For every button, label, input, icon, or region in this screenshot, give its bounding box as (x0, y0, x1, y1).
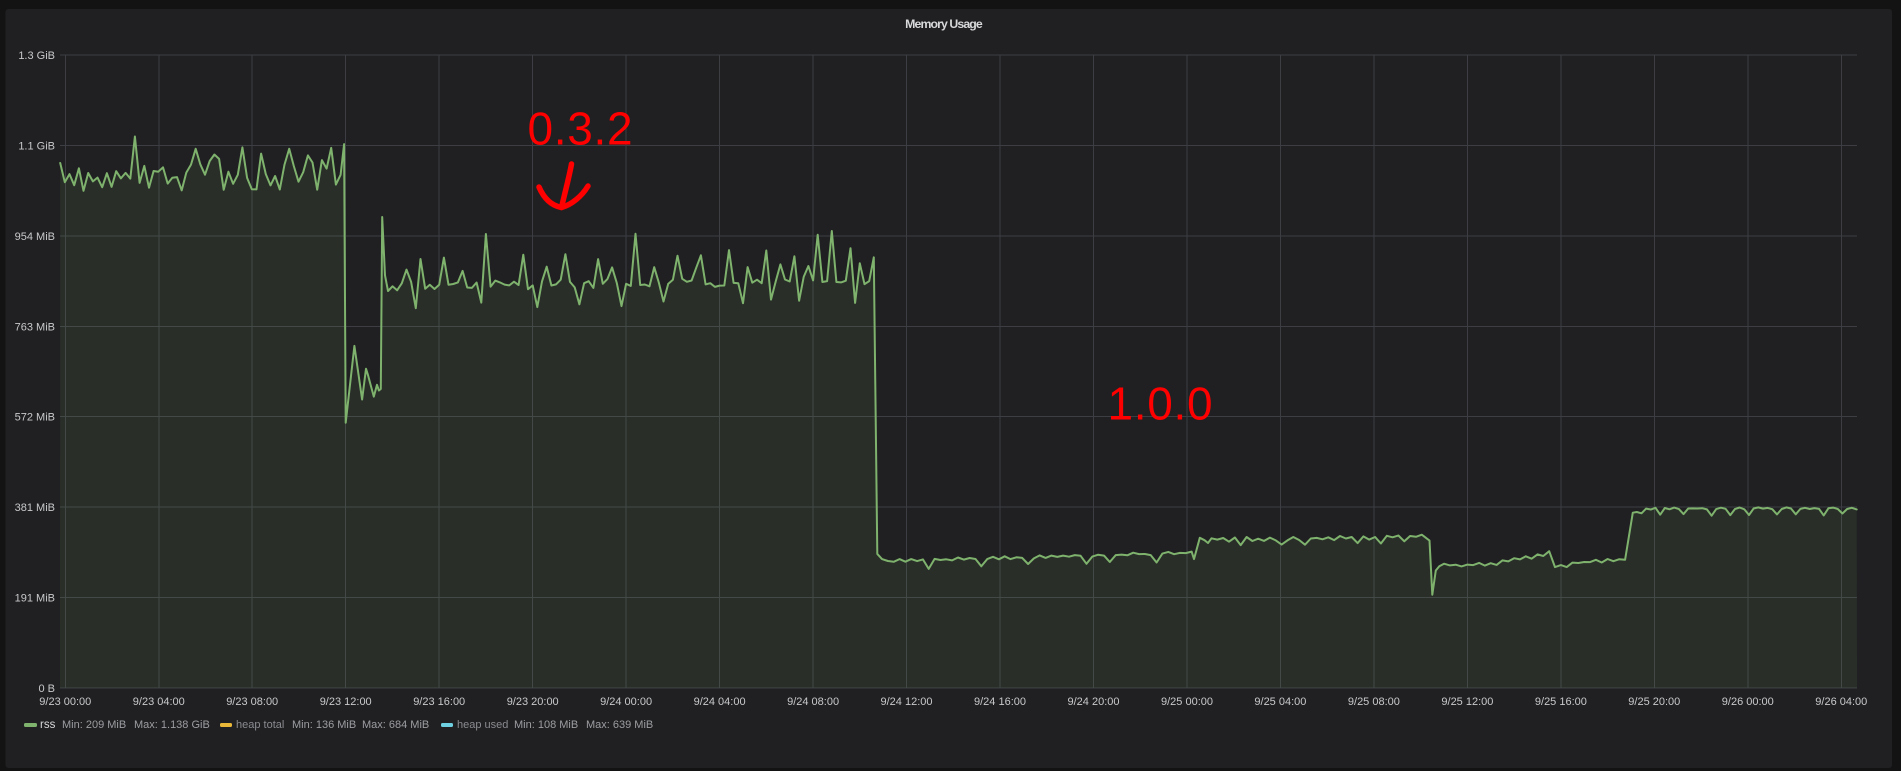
svg-text:Memory Usage: Memory Usage (905, 17, 983, 31)
svg-text:0 B: 0 B (38, 683, 55, 695)
svg-text:9/25 08:00: 9/25 08:00 (1348, 696, 1400, 708)
svg-text:9/25 00:00: 9/25 00:00 (1161, 696, 1213, 708)
svg-text:9/23 04:00: 9/23 04:00 (133, 696, 185, 708)
svg-text:9/25 04:00: 9/25 04:00 (1254, 696, 1306, 708)
svg-text:954 MiB: 954 MiB (15, 231, 55, 243)
svg-text:572 MiB: 572 MiB (15, 412, 55, 424)
svg-text:9/23 16:00: 9/23 16:00 (413, 696, 465, 708)
svg-text:9/25 12:00: 9/25 12:00 (1441, 696, 1493, 708)
svg-text:1.1 GiB: 1.1 GiB (18, 140, 55, 152)
svg-text:9/25 16:00: 9/25 16:00 (1535, 696, 1587, 708)
svg-text:1.3 GiB: 1.3 GiB (18, 50, 55, 62)
svg-text:9/24 08:00: 9/24 08:00 (787, 696, 839, 708)
svg-text:9/26 04:00: 9/26 04:00 (1815, 696, 1867, 708)
svg-text:9/23 20:00: 9/23 20:00 (507, 696, 559, 708)
svg-text:9/24 12:00: 9/24 12:00 (881, 696, 933, 708)
svg-text:9/25 20:00: 9/25 20:00 (1628, 696, 1680, 708)
svg-text:9/23 08:00: 9/23 08:00 (226, 696, 278, 708)
svg-text:9/23 12:00: 9/23 12:00 (320, 696, 372, 708)
svg-text:9/26 00:00: 9/26 00:00 (1722, 696, 1774, 708)
svg-text:191 MiB: 191 MiB (15, 593, 55, 605)
svg-text:381 MiB: 381 MiB (15, 502, 55, 514)
svg-text:9/23 00:00: 9/23 00:00 (39, 696, 91, 708)
svg-text:9/24 04:00: 9/24 04:00 (694, 696, 746, 708)
svg-text:9/24 00:00: 9/24 00:00 (600, 696, 652, 708)
svg-text:763 MiB: 763 MiB (15, 321, 55, 333)
svg-text:9/24 20:00: 9/24 20:00 (1068, 696, 1120, 708)
svg-text:1.0.0: 1.0.0 (1108, 378, 1214, 430)
svg-text:0.3.2: 0.3.2 (528, 103, 634, 155)
svg-text:9/24 16:00: 9/24 16:00 (974, 696, 1026, 708)
